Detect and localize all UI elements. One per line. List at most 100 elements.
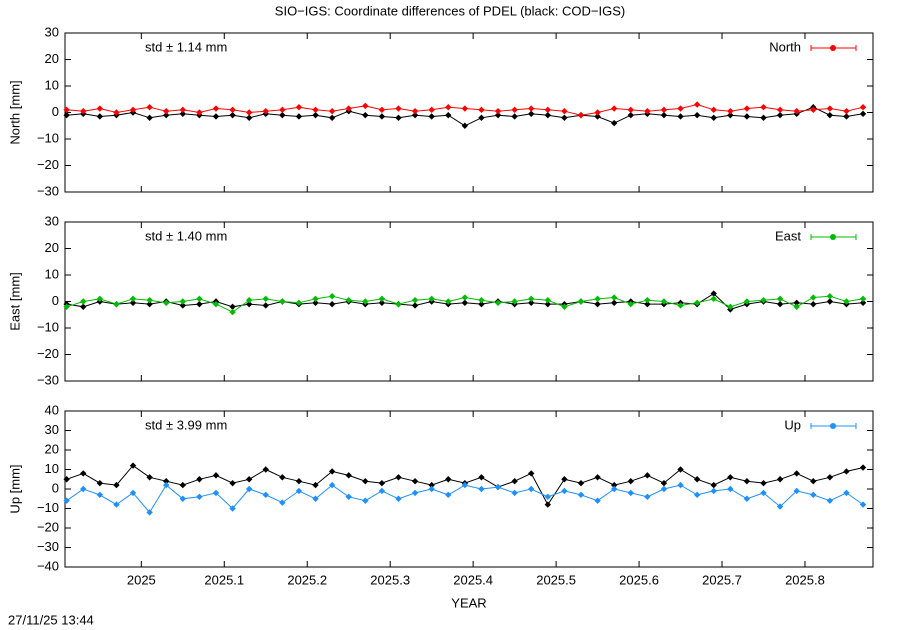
data-point: [96, 491, 104, 499]
data-point: [693, 491, 701, 499]
data-point: [610, 294, 618, 301]
y-axis-label: North [mm]: [7, 80, 22, 144]
data-point: [677, 113, 684, 120]
data-point: [279, 474, 286, 481]
data-point: [229, 106, 236, 114]
data-point: [63, 497, 70, 504]
data-point: [362, 111, 369, 119]
data-point: [528, 299, 535, 307]
std-annotation: std ± 1.14 mm: [145, 39, 227, 54]
data-point: [577, 479, 585, 487]
data-point: [843, 298, 850, 305]
data-point: [660, 485, 668, 493]
y-axis-label: East [mm]: [7, 272, 22, 331]
data-point: [328, 481, 336, 489]
data-point: [362, 497, 369, 504]
data-point: [262, 302, 269, 309]
data-point: [196, 476, 203, 483]
data-point: [710, 481, 717, 489]
data-point: [129, 299, 137, 307]
data-point: [345, 296, 352, 304]
data-point: [163, 478, 170, 485]
data-point: [544, 111, 552, 119]
data-point: [743, 105, 751, 112]
data-point: [478, 300, 485, 308]
data-point: [179, 302, 186, 309]
data-point: [727, 474, 734, 481]
data-point: [859, 110, 867, 118]
data-point: [677, 105, 684, 112]
data-point: [478, 485, 485, 493]
data-point: [245, 476, 253, 483]
data-point: [96, 479, 104, 487]
data-point: [528, 470, 535, 477]
legend-marker: [830, 423, 836, 429]
data-point: [279, 499, 286, 506]
y-tick-label: 0: [52, 480, 59, 495]
data-point: [212, 105, 220, 112]
data-point: [776, 106, 784, 114]
data-point: [163, 111, 170, 119]
data-point: [80, 485, 87, 493]
data-point: [312, 299, 319, 307]
x-tick-label: 2025.6: [619, 572, 659, 587]
legend-label: Up: [784, 417, 801, 432]
data-point: [428, 485, 435, 493]
data-point: [428, 295, 435, 303]
data-point: [594, 474, 601, 481]
data-point: [627, 300, 634, 308]
data-point: [113, 481, 120, 489]
x-tick-label: 2025.2: [287, 572, 327, 587]
data-point: [793, 470, 800, 477]
data-point: [743, 113, 751, 120]
data-point: [179, 481, 186, 489]
y-tick-label: −10: [37, 500, 59, 515]
data-point: [627, 111, 634, 119]
data-point: [478, 114, 485, 121]
data-point: [395, 300, 402, 308]
data-point: [129, 295, 137, 303]
data-point: [859, 501, 867, 508]
data-point: [80, 470, 87, 477]
data-point: [96, 105, 104, 112]
data-point: [710, 487, 717, 495]
data-point: [810, 106, 817, 114]
data-point: [295, 299, 303, 307]
data-point: [776, 503, 784, 510]
data-point: [312, 295, 319, 303]
data-point: [212, 300, 220, 308]
data-point: [179, 298, 186, 305]
data-point: [727, 107, 734, 115]
data-point: [859, 104, 867, 111]
legend-label: East: [775, 228, 801, 243]
data-point: [660, 298, 668, 305]
data-point: [710, 295, 717, 303]
data-point: [843, 468, 850, 475]
data-point: [793, 299, 800, 307]
data-point: [362, 102, 369, 110]
data-point: [378, 487, 386, 495]
data-point: [793, 487, 800, 495]
data-point: [411, 489, 419, 497]
data-point: [561, 107, 568, 115]
data-point: [859, 464, 867, 471]
y-tick-label: 20: [45, 51, 59, 66]
data-point: [644, 493, 651, 500]
legend-marker: [830, 234, 836, 240]
data-point: [378, 479, 386, 487]
data-point: [179, 495, 186, 502]
y-tick-label: 30: [45, 24, 59, 39]
data-point: [727, 303, 734, 310]
data-point: [362, 298, 369, 305]
y-tick-label: 30: [45, 422, 59, 437]
data-point: [528, 110, 535, 118]
data-point: [660, 111, 668, 119]
data-point: [577, 491, 585, 499]
data-point: [445, 111, 452, 119]
data-point: [295, 487, 303, 495]
data-point: [760, 489, 767, 497]
data-point: [96, 113, 104, 120]
data-point: [262, 466, 269, 473]
